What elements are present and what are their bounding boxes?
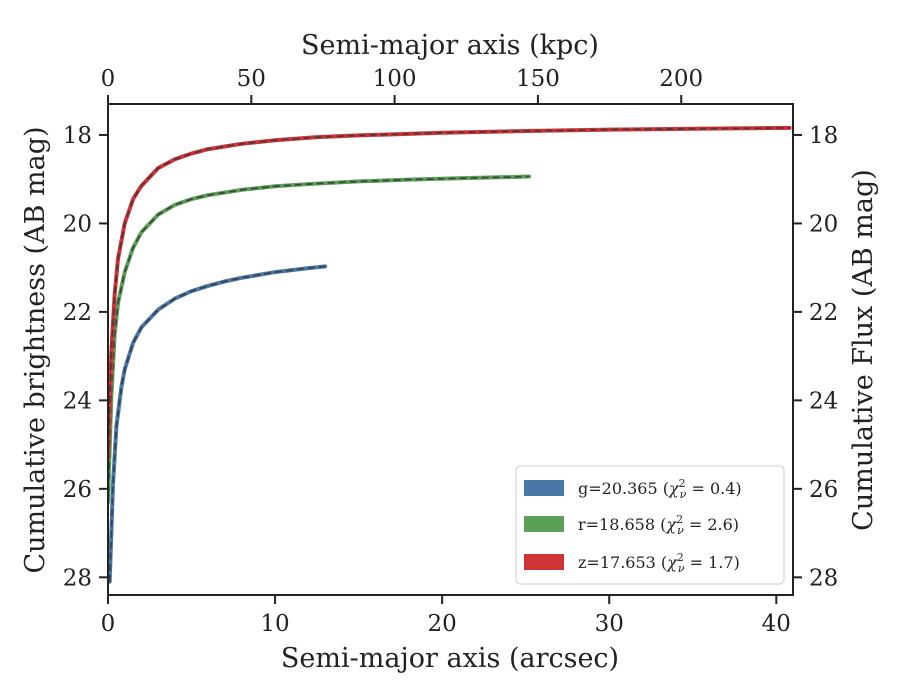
bottom-x-axis: 0 10 20 30 40 — [101, 595, 791, 637]
x2-tick-label: 50 — [237, 66, 266, 92]
legend-label-z: z=17.653 (χ2 ν = 1.7) — [578, 551, 740, 575]
legend-swatch-g — [524, 480, 564, 496]
model-line-g — [108, 265, 326, 582]
plot-frame — [107, 103, 794, 596]
y2-tick-label: 18 — [809, 123, 838, 149]
x-tick-label: 30 — [595, 611, 624, 637]
y-tick-label: 24 — [63, 388, 92, 414]
x2-tick-label: 0 — [101, 66, 116, 92]
x-tick-label: 10 — [260, 611, 289, 637]
model-line-r — [108, 175, 530, 503]
legend-box — [515, 465, 785, 585]
y-tick-label: 18 — [63, 123, 92, 149]
x2-tick-label: 150 — [516, 66, 560, 92]
top-x-axis: 0 50 100 150 200 — [101, 66, 703, 104]
legend: g=20.365 (χ2 ν = 0.4) r=18.658 (χ2 ν = 2.6… — [515, 465, 785, 585]
x2-tick-label: 100 — [373, 66, 417, 92]
left-y-axis: 18 20 22 24 26 28 — [63, 123, 108, 591]
series-layer — [108, 125, 792, 584]
x-tick-label: 20 — [428, 611, 457, 637]
right-y-axis: 18 20 22 24 26 28 — [793, 123, 838, 591]
legend-swatch-z — [524, 554, 564, 570]
right-y-axis-title: Cumulative Flux (AB mag) — [848, 169, 879, 531]
y-tick-label: 22 — [63, 300, 92, 326]
legend-swatch-r — [524, 516, 564, 532]
x-axis-title: Semi-major axis (arcsec) — [281, 643, 619, 674]
x2-tick-label: 200 — [659, 66, 703, 92]
y-tick-label: 20 — [63, 211, 92, 237]
legend-label-r: r=18.658 (χ2 ν = 2.6) — [578, 513, 739, 537]
y2-tick-label: 20 — [809, 211, 838, 237]
y-tick-label: 26 — [63, 477, 92, 503]
y2-tick-label: 28 — [809, 565, 838, 591]
y-tick-label: 28 — [63, 565, 92, 591]
legend-label-g: g=20.365 (χ2 ν = 0.4) — [578, 477, 742, 501]
x-tick-label: 0 — [101, 611, 116, 637]
y-axis-title: Cumulative brightness (AB mag) — [20, 126, 51, 573]
model-line-z — [108, 126, 790, 458]
top-x-axis-title: Semi-major axis (kpc) — [301, 30, 599, 61]
y2-tick-label: 26 — [809, 477, 838, 503]
y2-tick-label: 22 — [809, 300, 838, 326]
y2-tick-label: 24 — [809, 388, 838, 414]
x-tick-label: 40 — [762, 611, 791, 637]
